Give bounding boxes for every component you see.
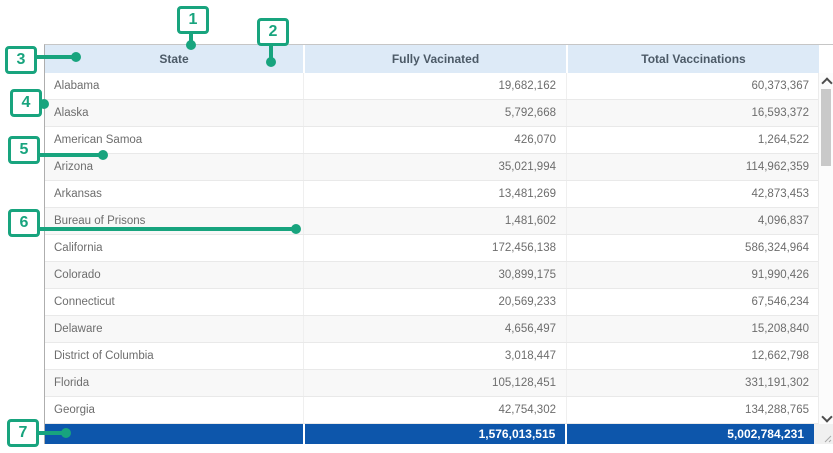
total-vaccinations-cell: 42,873,453 (566, 181, 819, 207)
callout-3-dot (71, 52, 81, 62)
state-cell: Arizona (45, 154, 303, 180)
callout-5-badge: 5 (8, 136, 40, 164)
total-vaccinations-cell: 1,264,522 (566, 127, 819, 153)
callout-2-badge: 2 (257, 18, 289, 46)
state-cell: Alabama (45, 73, 303, 99)
total-vaccinations-cell: 134,288,765 (566, 397, 819, 423)
vertical-scrollbar[interactable] (818, 73, 833, 424)
callout-5-connector (38, 153, 100, 157)
table-header-row: State Fully Vacinated Total Vaccinations (45, 45, 833, 73)
table-row[interactable]: Arkansas 13,481,269 42,873,453 (45, 181, 833, 208)
state-cell: Arkansas (45, 181, 303, 207)
total-vaccinations-cell: 586,324,964 (566, 235, 819, 261)
fully-vacinated-cell: 20,569,233 (303, 289, 566, 315)
callout-6-connector (38, 227, 293, 231)
callout-3-connector (35, 55, 75, 59)
total-vaccinations-cell: 15,208,840 (566, 316, 819, 342)
fully-vacinated-cell: 426,070 (303, 127, 566, 153)
total-vaccinations-cell: 60,373,367 (566, 73, 819, 99)
state-cell: Delaware (45, 316, 303, 342)
callout-7-badge: 7 (7, 419, 39, 447)
table-total-row: 1,576,013,515 5,002,784,231 (45, 424, 833, 444)
callout-6-dot (291, 224, 301, 234)
fully-vacinated-cell: 4,656,497 (303, 316, 566, 342)
state-cell: California (45, 235, 303, 261)
table-row[interactable]: Connecticut 20,569,233 67,546,234 (45, 289, 833, 316)
fully-vacinated-cell: 1,481,602 (303, 208, 566, 234)
scrollbar-corner (814, 424, 833, 444)
table-row[interactable]: American Samoa 426,070 1,264,522 (45, 127, 833, 154)
state-cell: Alaska (45, 100, 303, 126)
table-row[interactable]: California 172,456,138 586,324,964 (45, 235, 833, 262)
table-row[interactable]: Delaware 4,656,497 15,208,840 (45, 316, 833, 343)
list-table-page: State Fully Vacinated Total Vaccinations… (0, 0, 833, 453)
fully-vacinated-cell: 42,754,302 (303, 397, 566, 423)
column-header-total-vaccinations[interactable]: Total Vaccinations (566, 45, 819, 73)
header-scrollbar-spacer (819, 45, 832, 73)
resize-handle-icon[interactable] (823, 434, 832, 443)
callout-3-badge: 3 (5, 46, 37, 74)
callout-5-dot (98, 150, 108, 160)
table-row[interactable]: Colorado 30,899,175 91,990,426 (45, 262, 833, 289)
callout-7-connector (37, 431, 64, 435)
fully-vacinated-cell: 19,682,162 (303, 73, 566, 99)
table-body: Alabama 19,682,162 60,373,367 Alaska 5,7… (45, 73, 833, 424)
callout-7-dot (61, 428, 71, 438)
total-vaccinations-cell: 67,546,234 (566, 289, 819, 315)
fully-vacinated-cell: 172,456,138 (303, 235, 566, 261)
chevron-down-icon[interactable] (821, 411, 832, 422)
fully-vacinated-cell: 30,899,175 (303, 262, 566, 288)
fully-vacinated-cell: 35,021,994 (303, 154, 566, 180)
state-cell: District of Columbia (45, 343, 303, 369)
fully-vacinated-cell: 3,018,447 (303, 343, 566, 369)
column-header-fully-vacinated[interactable]: Fully Vacinated (303, 45, 566, 73)
total-fully-vacinated-cell: 1,576,013,515 (303, 424, 566, 444)
fully-vacinated-cell: 5,792,668 (303, 100, 566, 126)
fully-vacinated-cell: 105,128,451 (303, 370, 566, 396)
callout-4-badge: 4 (10, 89, 42, 117)
chevron-up-icon[interactable] (821, 77, 832, 88)
total-vaccinations-cell: 4,096,837 (566, 208, 819, 234)
total-vaccinations-cell: 114,962,359 (566, 154, 819, 180)
vaccinations-table: State Fully Vacinated Total Vaccinations… (44, 44, 833, 444)
table-row[interactable]: Alaska 5,792,668 16,593,372 (45, 100, 833, 127)
column-header-state[interactable]: State (45, 45, 303, 73)
total-vaccinations-cell: 91,990,426 (566, 262, 819, 288)
total-vaccinations-cell: 331,191,302 (566, 370, 819, 396)
scrollbar-thumb[interactable] (821, 89, 831, 166)
table-row[interactable]: District of Columbia 3,018,447 12,662,79… (45, 343, 833, 370)
fully-vacinated-cell: 13,481,269 (303, 181, 566, 207)
callout-6-badge: 6 (8, 209, 40, 237)
state-cell: Colorado (45, 262, 303, 288)
table-row[interactable]: Florida 105,128,451 331,191,302 (45, 370, 833, 397)
state-cell: Florida (45, 370, 303, 396)
state-cell: Georgia (45, 397, 303, 423)
callout-1-dot (186, 40, 196, 50)
total-vaccinations-cell: 16,593,372 (566, 100, 819, 126)
state-cell: American Samoa (45, 127, 303, 153)
state-cell: Connecticut (45, 289, 303, 315)
table-row[interactable]: Alabama 19,682,162 60,373,367 (45, 73, 833, 100)
callout-2-dot (266, 57, 276, 67)
total-vaccinations-cell: 12,662,798 (566, 343, 819, 369)
total-vaccinations-sum-cell: 5,002,784,231 (565, 424, 814, 444)
table-row[interactable]: Arizona 35,021,994 114,962,359 (45, 154, 833, 181)
callout-1-badge: 1 (177, 6, 209, 34)
total-state-cell (45, 424, 303, 444)
table-row[interactable]: Georgia 42,754,302 134,288,765 (45, 397, 833, 424)
